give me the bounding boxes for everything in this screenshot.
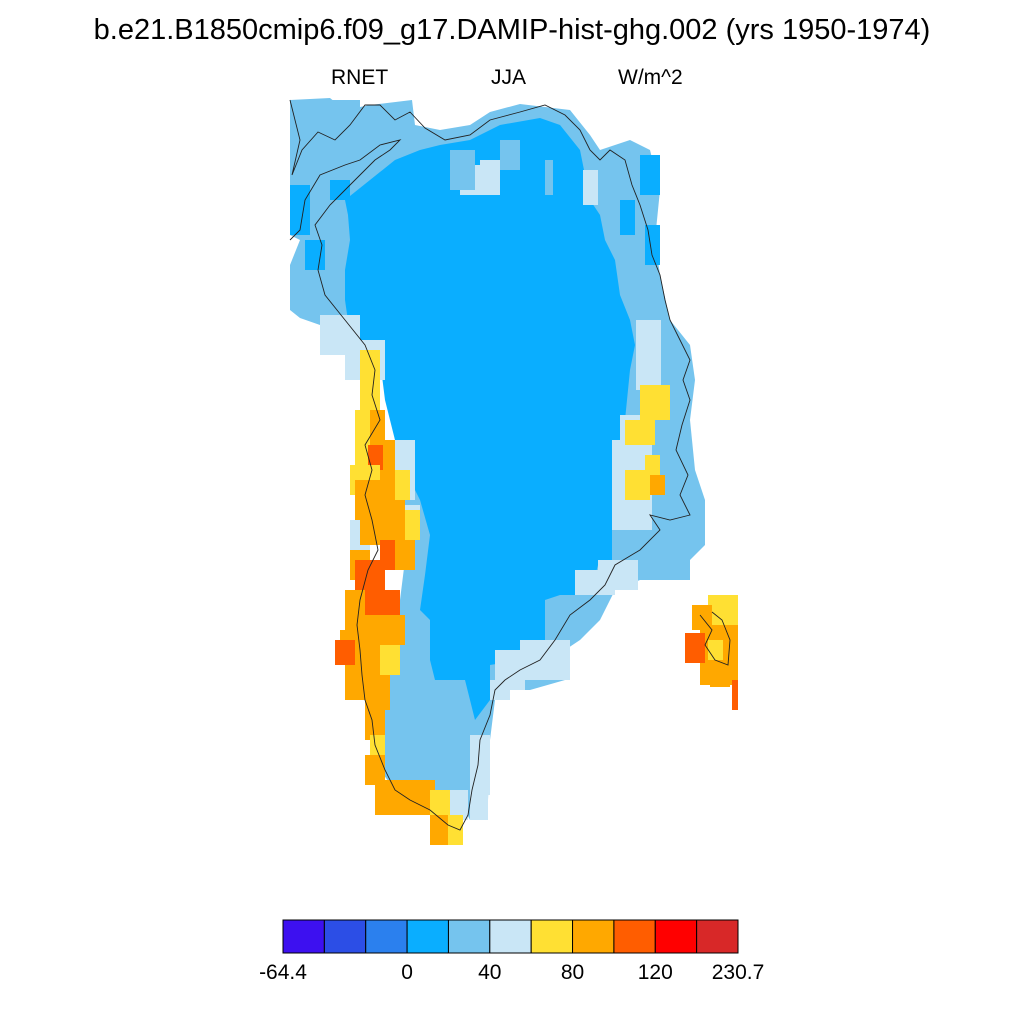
map-cell (575, 570, 615, 595)
map-region (345, 118, 635, 720)
variable-label: RNET (331, 66, 389, 89)
map-cells (290, 98, 738, 845)
colorbar-swatch (323, 919, 367, 954)
colorbar-swatch (696, 919, 739, 954)
colorbar-label: -64.4 (259, 961, 307, 984)
colorbar-label: 230.7 (711, 961, 765, 984)
colorbar-swatch (365, 919, 408, 954)
map-cell (365, 710, 385, 740)
colorbar-swatch (613, 919, 656, 954)
map-cell (625, 470, 650, 500)
map-cell (365, 755, 385, 785)
map-cell (685, 633, 705, 663)
colorbar-swatch (406, 919, 449, 954)
map-cell (448, 790, 468, 820)
colorbar-swatch (447, 919, 491, 954)
map-cell (368, 445, 383, 470)
map-cell (583, 170, 598, 205)
colorbar-swatch (572, 919, 615, 954)
map-cell (490, 680, 510, 700)
map-cell (335, 640, 355, 665)
colorbar-label: 120 (637, 961, 673, 984)
colorbar-swatch (654, 919, 698, 954)
map-cell (370, 735, 385, 760)
colorbar-label: 0 (401, 961, 413, 984)
colorbar-label: 40 (478, 961, 502, 984)
map-cell (636, 320, 661, 390)
colorbar-label: 80 (560, 961, 585, 984)
map-cell (380, 645, 400, 675)
colorbar-swatch (489, 919, 532, 954)
map-cell (400, 200, 440, 240)
map-cell (470, 735, 490, 795)
map-cell (710, 665, 730, 687)
map-cell (640, 385, 670, 420)
map-cell (640, 155, 660, 195)
map-cell (365, 675, 390, 710)
map-cell (620, 200, 635, 235)
map-cell (395, 470, 410, 500)
map-cell (345, 665, 365, 700)
map-cell (480, 160, 500, 195)
map-cell (708, 595, 738, 625)
map-cell (500, 140, 520, 170)
season-label: JJA (491, 66, 527, 89)
map-cell (625, 420, 655, 445)
map-cell (450, 150, 475, 190)
map-cell (650, 475, 665, 495)
map-cell (545, 160, 553, 195)
greenland-map (289, 98, 738, 845)
map-cell (448, 815, 463, 845)
map-cell (330, 180, 350, 200)
map-cell (305, 240, 325, 270)
map-cell (520, 640, 570, 680)
units-label: W/m^2 (618, 66, 683, 89)
coastline (289, 99, 691, 831)
coastline-east (699, 611, 731, 666)
map-cell (360, 510, 405, 545)
map-cell (732, 680, 738, 710)
colorbar-swatch (530, 919, 574, 954)
plot-title: b.e21.B1850cmip6.f09_g17.DAMIP-hist-ghg.… (93, 14, 931, 46)
map-cell (290, 185, 310, 235)
colorbar-swatch (282, 919, 325, 954)
map-cell (470, 790, 488, 820)
map-cell (430, 790, 450, 820)
map-cell (395, 540, 415, 570)
